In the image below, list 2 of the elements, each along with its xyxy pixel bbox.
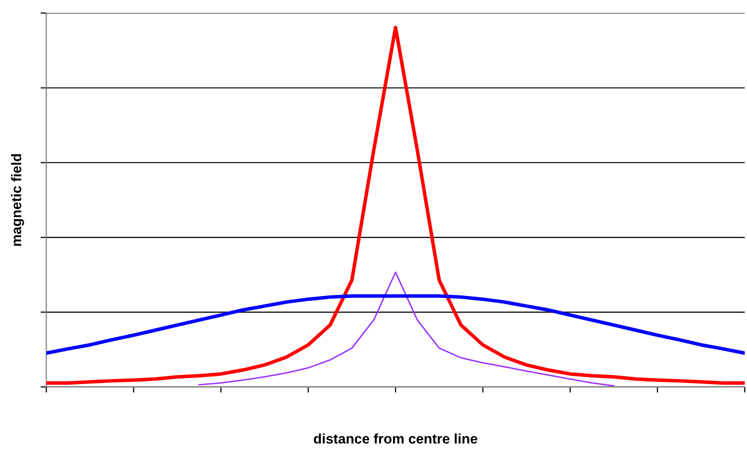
x-axis-title: distance from centre line [314, 433, 478, 444]
y-axis-title: magnetic field [11, 154, 24, 246]
